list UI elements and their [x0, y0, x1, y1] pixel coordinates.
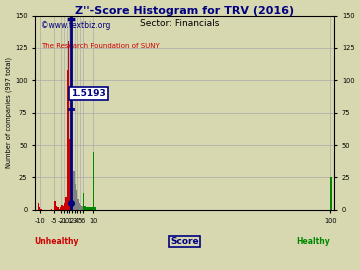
Text: 1.5193: 1.5193: [71, 89, 106, 98]
Bar: [58, 207, 59, 210]
Bar: [85, 206, 86, 210]
Bar: [76, 190, 77, 210]
Bar: [67, 70, 68, 210]
Bar: [62, 205, 63, 210]
Bar: [68, 42, 69, 210]
Bar: [84, 206, 85, 210]
Bar: [64, 203, 66, 210]
Bar: [54, 201, 55, 210]
Bar: [75, 184, 76, 210]
Bar: [92, 207, 93, 210]
Text: Unhealthy: Unhealthy: [34, 237, 78, 246]
Bar: [90, 207, 92, 210]
Bar: [71, 184, 72, 210]
Bar: [63, 206, 64, 210]
Y-axis label: Number of companies (997 total): Number of companies (997 total): [5, 57, 12, 168]
Bar: [82, 193, 84, 210]
Bar: [94, 207, 96, 210]
Text: Healthy: Healthy: [296, 237, 330, 246]
Bar: [69, 139, 71, 210]
Bar: [330, 177, 332, 210]
Bar: [66, 197, 67, 210]
Text: The Research Foundation of SUNY: The Research Foundation of SUNY: [41, 43, 160, 49]
Bar: [39, 207, 40, 210]
Bar: [59, 208, 60, 210]
Bar: [56, 206, 58, 210]
Bar: [38, 203, 39, 210]
Bar: [89, 207, 90, 210]
Bar: [86, 207, 88, 210]
Bar: [78, 203, 80, 210]
Title: Z''-Score Histogram for TRV (2016): Z''-Score Histogram for TRV (2016): [75, 6, 294, 16]
Bar: [40, 208, 42, 210]
Bar: [77, 200, 78, 210]
Bar: [93, 151, 94, 210]
Bar: [80, 205, 81, 210]
Text: Sector: Financials: Sector: Financials: [140, 19, 220, 28]
Text: ©www.textbiz.org: ©www.textbiz.org: [41, 21, 111, 31]
Bar: [73, 171, 75, 210]
Bar: [72, 181, 73, 210]
Bar: [51, 208, 52, 210]
Bar: [81, 206, 82, 210]
Bar: [55, 201, 56, 210]
Bar: [60, 207, 62, 210]
Bar: [88, 207, 89, 210]
Text: Score: Score: [170, 237, 199, 246]
